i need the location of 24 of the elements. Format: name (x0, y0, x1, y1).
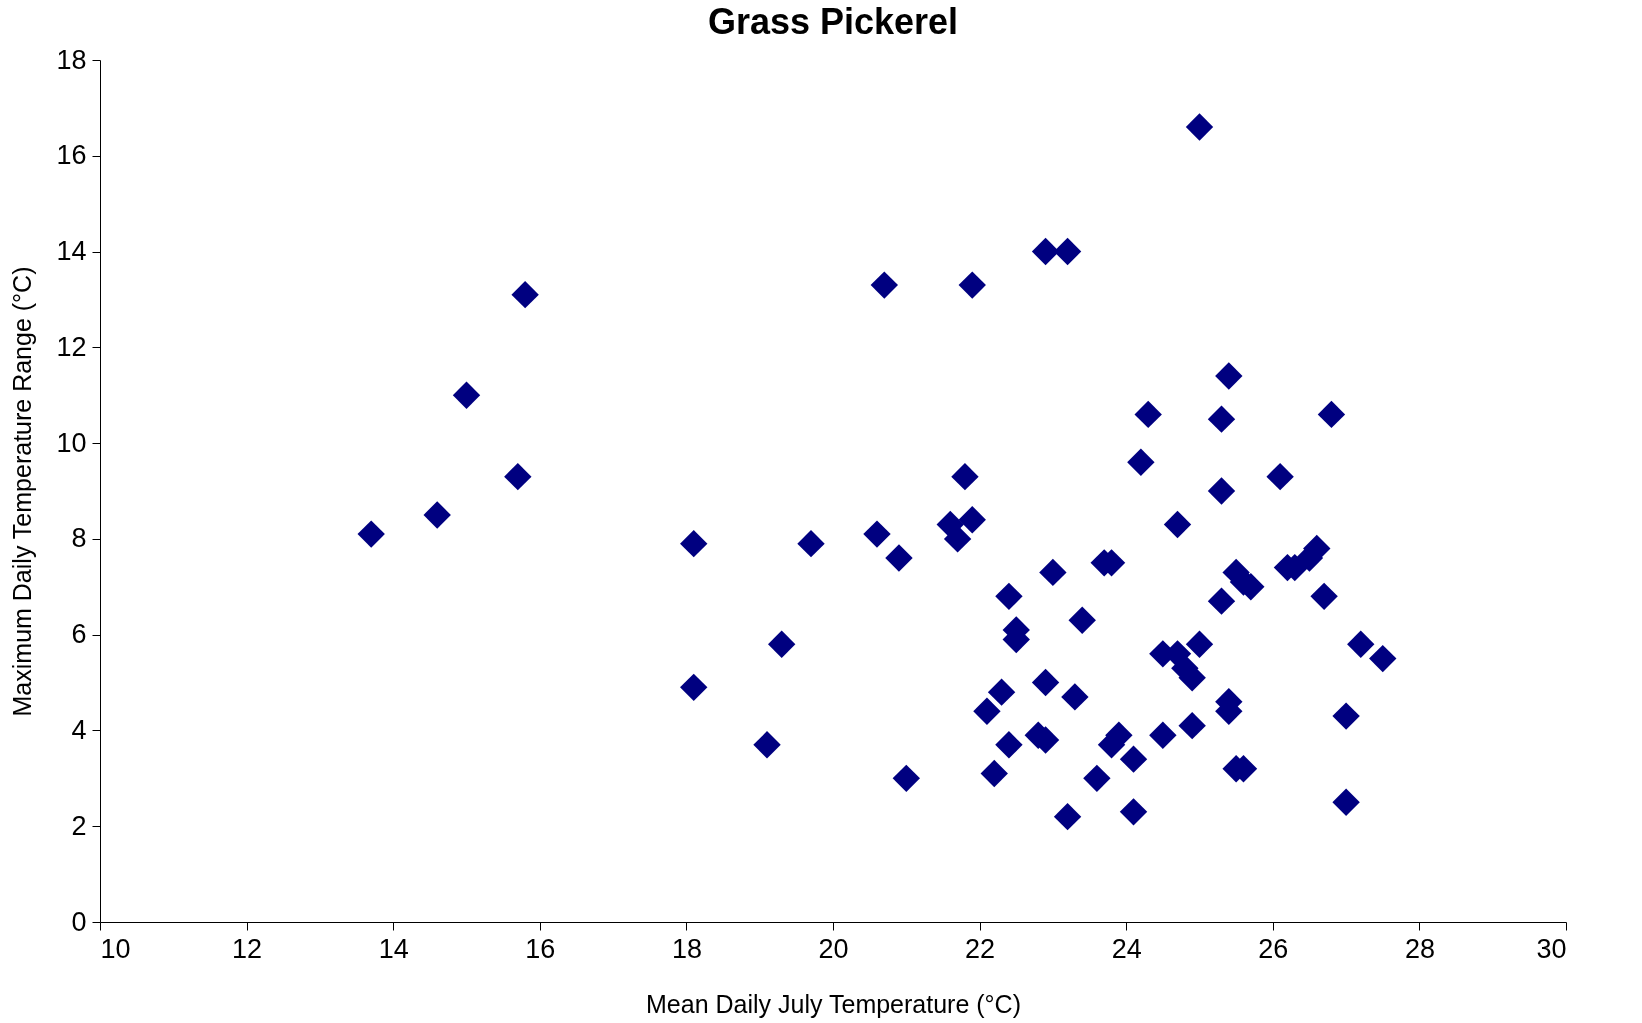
x-tick-label: 22 (965, 933, 996, 964)
x-tick-label: 28 (1404, 933, 1435, 964)
x-tick-label: 18 (671, 933, 702, 964)
y-tick-label: 8 (71, 523, 87, 554)
x-tick-label: 16 (525, 933, 556, 964)
y-tick-label: 4 (71, 714, 87, 745)
chart-title: Grass Pickerel (707, 1, 959, 42)
x-tick-label: 14 (378, 933, 409, 964)
x-tick-label: 10 (100, 933, 131, 964)
x-axis-title: Mean Daily July Temperature (°C) (646, 989, 1021, 1018)
x-tick-label: 12 (232, 933, 263, 964)
x-tick-label: 20 (818, 933, 849, 964)
y-tick-label: 0 (71, 906, 87, 937)
x-tick-label: 26 (1258, 933, 1289, 964)
y-tick-label: 14 (56, 236, 87, 267)
y-tick-label: 10 (56, 427, 87, 458)
y-tick-label: 12 (56, 331, 87, 362)
x-tick-label: 30 (1536, 933, 1567, 964)
y-tick-label: 18 (56, 44, 87, 75)
y-axis-title: Maximum Daily Temperature Range (°C) (8, 266, 37, 717)
y-tick-label: 2 (71, 810, 87, 841)
y-tick-label: 6 (71, 619, 87, 650)
x-tick-label: 24 (1111, 933, 1142, 964)
y-tick-label: 16 (56, 140, 87, 171)
